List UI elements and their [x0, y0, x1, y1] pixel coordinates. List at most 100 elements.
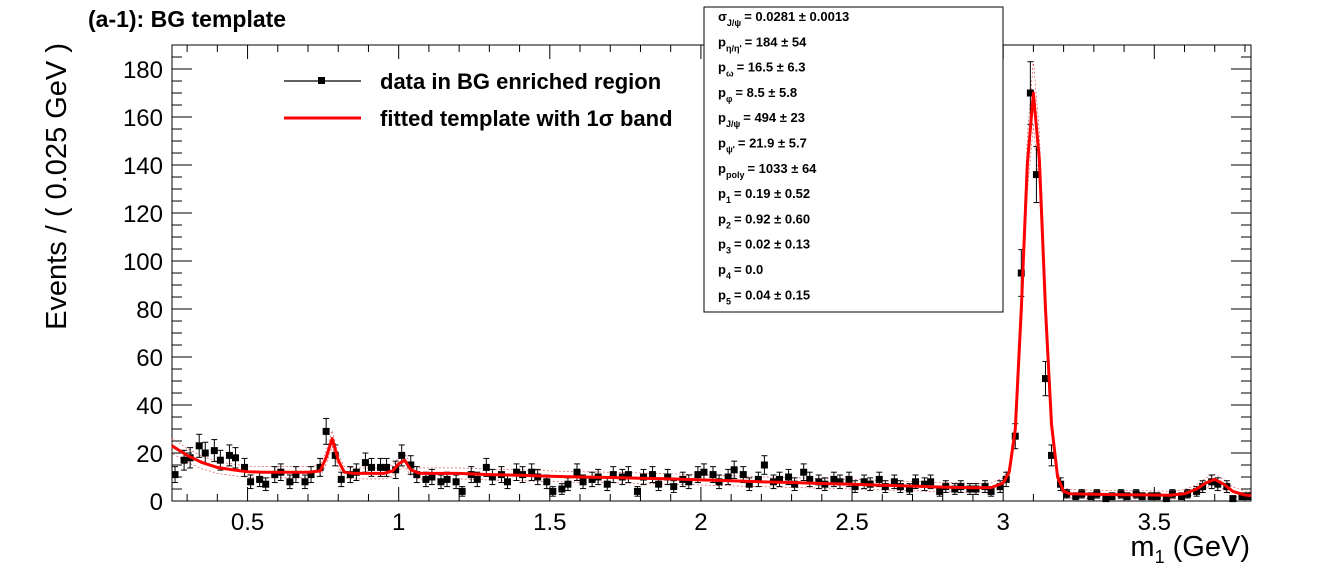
- data-point-marker: [890, 478, 898, 486]
- data-point-marker: [709, 471, 717, 479]
- data-point-marker: [724, 473, 732, 481]
- data-point-marker: [361, 459, 369, 467]
- data-point: [322, 417, 330, 445]
- y-tick-label: 120: [123, 201, 163, 228]
- data-point-marker: [836, 478, 844, 486]
- data-point-marker: [603, 480, 611, 488]
- data-point-marker: [473, 475, 481, 483]
- data-point-marker: [201, 449, 209, 457]
- data-point: [860, 474, 868, 490]
- x-axis-title: m1 (GeV): [1130, 531, 1250, 567]
- data-point-marker: [800, 468, 808, 476]
- data-point-marker: [664, 473, 672, 481]
- x-tick-label: 0.5: [231, 509, 264, 536]
- data-point-marker: [1229, 495, 1237, 503]
- data-point-marker: [443, 475, 451, 483]
- data-point-marker: [377, 463, 385, 471]
- y-tick-label: 140: [123, 153, 163, 180]
- data-point-marker: [322, 427, 330, 435]
- data-point-marker: [579, 478, 587, 486]
- data-point: [609, 466, 617, 484]
- data-point-marker: [488, 473, 496, 481]
- data-point: [195, 433, 203, 458]
- data-point-marker: [1102, 495, 1110, 503]
- data-point-marker: [383, 463, 391, 471]
- data-point-marker: [912, 478, 920, 486]
- data-point: [271, 466, 279, 484]
- data-point: [558, 483, 566, 495]
- data-point-marker: [1238, 492, 1246, 500]
- data-point-marker: [633, 487, 641, 495]
- data-point: [800, 463, 808, 482]
- data-point: [815, 474, 823, 490]
- data-point-marker: [573, 468, 581, 476]
- legend: data in BG enriched region fitted templa…: [284, 69, 673, 131]
- data-point-marker: [256, 475, 264, 483]
- fit-parameter: p5 = 0.04 ± 0.15: [718, 287, 810, 306]
- data-point-marker: [307, 471, 315, 479]
- x-tick-label: 1.5: [533, 509, 566, 536]
- data-point-marker: [745, 480, 753, 488]
- x-tick-label: 1: [392, 509, 405, 536]
- data-point-marker: [271, 471, 279, 479]
- data-point-marker: [1048, 451, 1056, 459]
- y-tick-label: 0: [150, 489, 163, 516]
- data-point-marker: [549, 487, 557, 495]
- y-tick-label: 40: [136, 393, 163, 420]
- data-point-marker: [216, 456, 224, 464]
- fit-parameter: pJ/ψ = 494 ± 23: [718, 110, 805, 129]
- fit-parameter: p3 = 0.02 ± 0.13: [718, 237, 810, 256]
- data-point: [231, 447, 239, 469]
- data-point: [549, 486, 557, 497]
- data-point: [760, 455, 768, 475]
- fit-parameter: pφ = 8.5 ± 5.8: [718, 85, 797, 104]
- fit-parameters-box: σJ/ψ = 0.0281 ± 0.0013 pη/η' = 184 ± 54 pω = …: [703, 6, 1004, 313]
- data-point-marker: [558, 485, 566, 493]
- y-axis-title: Events / ( 0.025 GeV ): [41, 43, 73, 330]
- data-point: [1102, 495, 1110, 503]
- data-point: [286, 474, 294, 490]
- data-point: [458, 486, 466, 497]
- data-point-marker: [785, 473, 793, 481]
- data-point-marker: [407, 461, 415, 469]
- data-point: [633, 486, 641, 497]
- data-point: [292, 466, 300, 484]
- data-point-marker: [331, 451, 339, 459]
- data-point-marker: [458, 487, 466, 495]
- fit-parameter: pη/η' = 184 ± 54: [718, 34, 807, 53]
- fit-parameter: p4 = 0.0: [718, 262, 763, 281]
- data-point-marker: [1177, 492, 1185, 500]
- data-point-marker: [543, 478, 551, 486]
- data-point: [670, 480, 678, 493]
- data-point-marker: [171, 471, 179, 479]
- data-point: [1032, 146, 1040, 204]
- data-point-marker: [996, 483, 1004, 491]
- data-point: [262, 477, 270, 492]
- data-point: [210, 439, 218, 463]
- data-point-marker: [1026, 89, 1034, 97]
- data-point-marker: [1041, 375, 1049, 383]
- data-point-marker: [649, 471, 657, 479]
- data-point-marker: [1108, 492, 1116, 500]
- data-point-marker: [624, 471, 632, 479]
- chart-title: (a-1): BG template: [88, 6, 286, 32]
- data-point-marker: [292, 471, 300, 479]
- data-point-marker: [754, 475, 762, 483]
- data-point: [754, 471, 762, 488]
- data-point-marker: [346, 471, 354, 479]
- data-point-marker: [987, 487, 995, 495]
- data-point-marker: [845, 475, 853, 483]
- data-point: [776, 471, 784, 488]
- data-point-marker: [428, 473, 436, 481]
- y-tick-label: 180: [123, 57, 163, 84]
- data-point: [513, 463, 521, 482]
- data-point: [307, 466, 315, 484]
- axis-ticks: 0.5 1 1.5 2 2.5 3 3.5 0 20 40 60 80 100 120 140 160 180: [123, 45, 1251, 536]
- data-point: [1229, 495, 1237, 503]
- fit-curve-layer: [171, 91, 1252, 497]
- data-point: [791, 477, 799, 492]
- data-point-marker: [806, 475, 814, 483]
- data-point-marker: [1087, 492, 1095, 500]
- data-point-marker: [392, 466, 400, 474]
